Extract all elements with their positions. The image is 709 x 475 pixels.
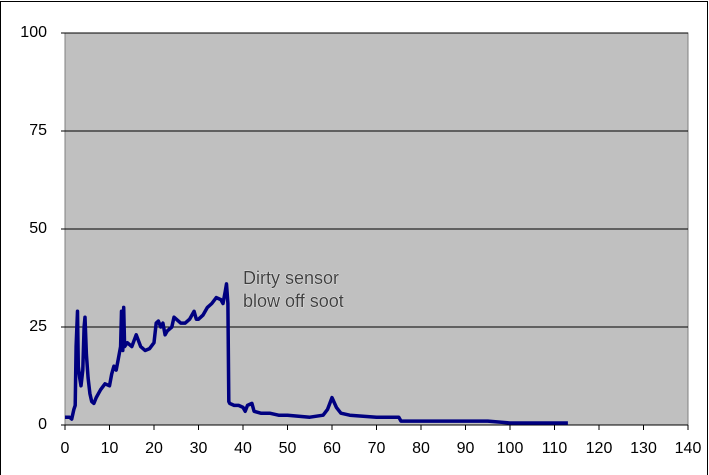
x-tick-label: 110 bbox=[542, 440, 568, 457]
x-tick-label: 70 bbox=[368, 440, 386, 457]
y-tick-label: 75 bbox=[29, 122, 47, 139]
y-tick-label: 50 bbox=[29, 220, 47, 237]
x-tick-label: 130 bbox=[630, 440, 657, 457]
x-tick-label: 60 bbox=[323, 440, 341, 457]
x-tick-label: 90 bbox=[457, 440, 475, 457]
x-tick-label: 140 bbox=[675, 440, 702, 457]
annotation: Dirty sensor bbox=[243, 268, 339, 288]
x-tick-label: 0 bbox=[61, 440, 70, 457]
x-tick-label: 50 bbox=[279, 440, 297, 457]
y-tick-label: 0 bbox=[38, 416, 47, 433]
x-tick-label: 80 bbox=[412, 440, 430, 457]
x-tick-label: 120 bbox=[586, 440, 613, 457]
x-tick-label: 30 bbox=[190, 440, 208, 457]
x-tick-label: 40 bbox=[234, 440, 252, 457]
data-line bbox=[65, 282, 568, 425]
annotation: blow off soot bbox=[243, 291, 344, 311]
x-tick-label: 20 bbox=[145, 440, 163, 457]
y-tick-label: 100 bbox=[20, 24, 47, 41]
y-tick-label: 25 bbox=[29, 318, 47, 335]
x-tick-label: 10 bbox=[101, 440, 119, 457]
x-tick-label: 100 bbox=[497, 440, 524, 457]
